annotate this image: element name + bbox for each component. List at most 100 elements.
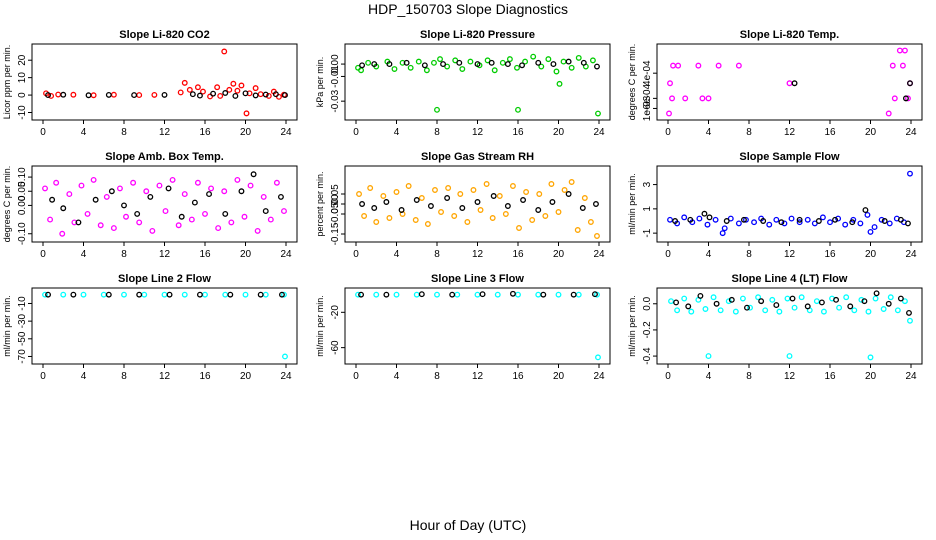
- data-point: [666, 110, 672, 117]
- data-point: [565, 58, 572, 65]
- data-point: [504, 61, 511, 68]
- panel-title: Slope Li-820 CO2: [119, 29, 209, 41]
- data-point: [445, 185, 452, 191]
- data-point: [575, 54, 582, 61]
- plot-frame: [344, 43, 611, 121]
- x-tick-label: 20: [553, 371, 565, 382]
- data-point: [222, 90, 229, 96]
- data-point: [196, 92, 203, 99]
- panel-8: Slope Line 3 Flow 0 4 8 12 16 20 24 -20 -60 ml/min…: [315, 273, 611, 382]
- data-point: [380, 193, 387, 199]
- data-point: [282, 92, 288, 99]
- x-tick-label: 16: [824, 127, 836, 138]
- data-point: [815, 218, 822, 224]
- x-tick-label: 24: [593, 249, 605, 260]
- data-point: [479, 291, 486, 298]
- data-point: [786, 80, 793, 87]
- data-point: [669, 95, 675, 102]
- data-point: [169, 176, 176, 183]
- data-point: [84, 210, 91, 217]
- data-point: [897, 216, 904, 223]
- data-point: [872, 295, 879, 302]
- data-point: [867, 228, 874, 235]
- data-point: [804, 216, 811, 223]
- data-point: [131, 92, 138, 99]
- data-point: [681, 295, 688, 302]
- data-point: [227, 291, 234, 298]
- data-point: [221, 188, 228, 195]
- panel-1: Slope Li-820 CO2 0 4 8 12 16 20 24 -10 0 10 20 Licor…: [2, 29, 298, 138]
- data-point: [857, 220, 864, 227]
- data-point: [456, 59, 463, 66]
- data-point: [832, 216, 839, 223]
- data-point: [548, 181, 555, 187]
- data-point: [177, 89, 184, 96]
- data-point: [194, 179, 201, 186]
- data-point: [835, 215, 842, 222]
- data-point: [123, 213, 129, 220]
- data-point: [594, 63, 600, 70]
- data-point: [434, 291, 440, 298]
- data-point: [581, 195, 588, 201]
- panel-6: Slope Sample Flow 0 4 8 12 16 20 24 -1 1 3 ml/min p…: [627, 151, 923, 260]
- data-point: [359, 201, 366, 207]
- x-tick-label: 12: [784, 371, 796, 382]
- data-point: [444, 63, 451, 70]
- data-point: [668, 298, 674, 305]
- x-tick-label: 4: [706, 371, 712, 382]
- y-tick-label: -30: [17, 313, 28, 328]
- y-axis-label: ml/min per min.: [627, 173, 637, 235]
- y-tick-label: 0: [17, 92, 28, 98]
- series-black: [49, 171, 284, 226]
- data-point: [202, 291, 208, 298]
- data-point: [796, 216, 803, 223]
- data-point: [887, 294, 894, 301]
- data-point: [143, 188, 150, 195]
- data-point: [161, 91, 168, 98]
- data-point: [70, 91, 77, 98]
- data-point: [701, 210, 708, 217]
- y-tick-label: -0.2: [642, 321, 653, 339]
- panel-title: Slope Line 3 Flow: [431, 273, 524, 285]
- data-point: [788, 215, 795, 222]
- y-tick-label: 0.00: [330, 194, 341, 214]
- data-point: [538, 63, 545, 70]
- series-colored: [42, 176, 287, 237]
- data-point: [595, 110, 601, 117]
- data-point: [151, 91, 158, 98]
- data-point: [710, 294, 717, 301]
- data-point: [789, 295, 796, 302]
- data-point: [773, 216, 780, 223]
- data-point: [574, 227, 581, 233]
- data-point: [688, 308, 695, 315]
- data-point: [208, 185, 215, 192]
- data-point: [735, 220, 742, 227]
- data-point: [121, 202, 127, 209]
- panel-title: Slope Gas Stream RH: [421, 151, 534, 163]
- series-black: [45, 90, 288, 99]
- data-point: [437, 56, 443, 63]
- data-point: [587, 219, 594, 225]
- data-point: [206, 191, 212, 198]
- data-point: [674, 307, 681, 314]
- y-tick-label: 10: [17, 72, 28, 84]
- series-black: [45, 291, 285, 298]
- data-point: [418, 291, 425, 298]
- data-point: [281, 291, 287, 298]
- data-point: [906, 309, 912, 316]
- x-tick-label: 0: [665, 249, 671, 260]
- data-point: [484, 57, 491, 64]
- y-tick-label: 4e-04: [642, 60, 653, 86]
- data-point: [188, 216, 195, 223]
- x-tick-label: 12: [159, 249, 171, 260]
- panel-4: Slope Amb. Box Temp. 0 4 8 12 16 20 24 -0.10 0.00…: [2, 151, 298, 260]
- data-point: [867, 354, 874, 361]
- data-point: [535, 207, 542, 213]
- data-point: [687, 216, 694, 223]
- x-tick-label: 12: [472, 127, 484, 138]
- panel-5: Slope Gas Stream RH 0 4 8 12 16 20 24 -0.15-0.05…: [315, 151, 611, 260]
- y-tick-label: 0.05: [17, 181, 28, 201]
- data-point: [257, 291, 264, 298]
- y-axis-label: percent per min.: [315, 171, 325, 236]
